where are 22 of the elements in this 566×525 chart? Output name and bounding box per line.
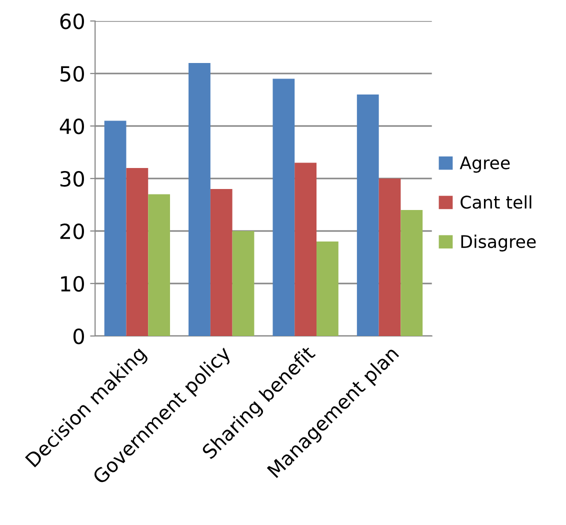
- bar: [294, 162, 317, 336]
- y-tick-label: 20: [60, 223, 84, 240]
- y-tick-label: 30: [60, 170, 84, 187]
- y-tick-label: 40: [60, 118, 84, 134]
- y-tick-label: 10: [61, 276, 84, 292]
- y-tick-label: 60: [60, 13, 84, 30]
- legend-label: Agree: [460, 156, 510, 173]
- y-tick-label: 0: [73, 328, 84, 344]
- bar: [400, 210, 423, 336]
- bar: [378, 178, 401, 336]
- y-tick-label: 50: [60, 66, 84, 82]
- bar: [356, 94, 379, 336]
- bar: [210, 189, 232, 336]
- legend-label: Cant tell: [460, 195, 532, 209]
- bar: [126, 168, 148, 336]
- bar: [148, 194, 170, 336]
- bar: [272, 78, 295, 336]
- bar: [104, 120, 126, 336]
- bar: [316, 242, 338, 336]
- bar: [232, 231, 254, 336]
- bar: [188, 63, 210, 336]
- legend-label: Disagree: [461, 234, 536, 252]
